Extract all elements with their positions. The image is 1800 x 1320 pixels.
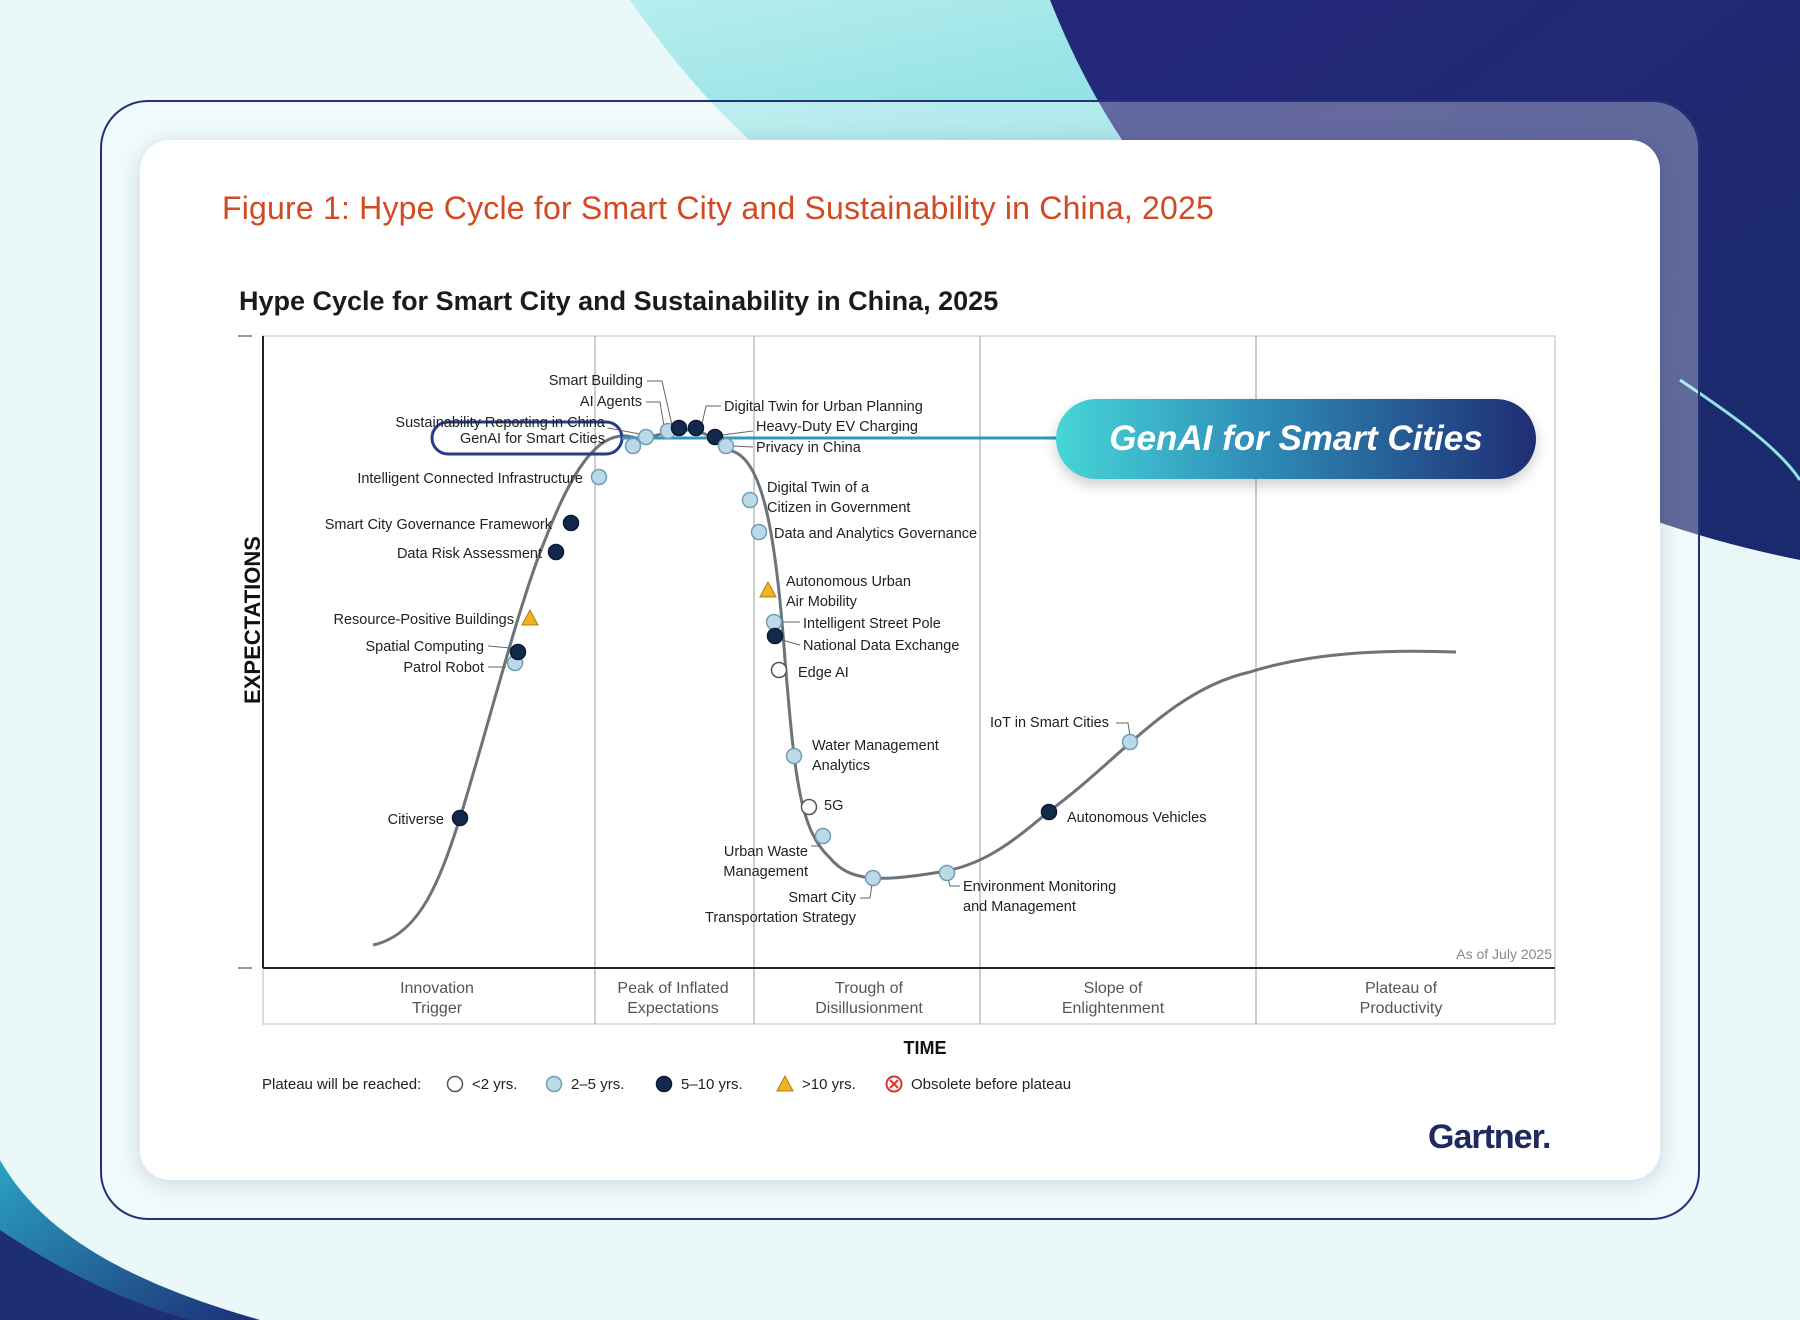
label-citiverse: Citiverse (388, 812, 444, 828)
label-intelligent-connected-infrastructure: Intelligent Connected Infrastructure (357, 471, 583, 487)
leader-smart-city-transportation-strategy (860, 883, 873, 899)
legend-title: Plateau will be reached: (262, 1076, 421, 1093)
legend-marker-2to5 (545, 1075, 563, 1093)
point-sustainability-reporting-in-china (637, 428, 655, 446)
leader-smart-building (647, 380, 673, 426)
leader-sustainability-reporting-in-china (607, 427, 641, 435)
figure-title: Figure 1: Hype Cycle for Smart City and … (222, 190, 1215, 226)
label-data-risk-assessment: Data Risk Assessment (397, 546, 542, 562)
point-digital-twin-for-urban-planning (687, 419, 705, 437)
legend-label-gt10: >10 yrs. (802, 1076, 856, 1093)
leader-digital-twin-for-urban-planning (701, 405, 721, 425)
legend-label-lt2: <2 yrs. (472, 1076, 517, 1093)
point-5g (800, 798, 818, 816)
label-autonomous-vehicles: Autonomous Vehicles (1067, 810, 1206, 826)
point-citiverse (451, 809, 469, 827)
label-ai-agents: AI Agents (580, 394, 642, 410)
phase-label: Peak of Inflated Expectations (617, 980, 728, 1017)
legend-label-2to5: 2–5 yrs. (571, 1076, 624, 1093)
label-intelligent-street-pole: Intelligent Street Pole (803, 616, 941, 632)
label-smart-city-transportation-strategy: Smart City Transportation Strategy (705, 890, 857, 926)
label-data-and-analytics-governance: Data and Analytics Governance (774, 526, 977, 542)
phase-label: Plateau of Productivity (1360, 980, 1443, 1017)
point-water-management-analytics (785, 747, 803, 765)
label-urban-waste-management: Urban Waste Management (723, 844, 808, 880)
x-axis-label: TIME (904, 1038, 947, 1058)
label-iot-in-smart-cities: IoT in Smart Cities (990, 715, 1109, 731)
label-patrol-robot: Patrol Robot (403, 660, 484, 676)
point-smart-city-governance-framework (562, 514, 580, 532)
point-urban-waste-management (814, 827, 832, 845)
leader-environment-monitoring-and-management (947, 878, 960, 887)
leader-privacy-in-china (732, 445, 754, 448)
label-digital-twin-of-a-citizen-in-government: Digital Twin of a Citizen in Government (767, 480, 910, 516)
gartner-logo: Gartner. (1428, 1118, 1551, 1156)
legend-label-5to10: 5–10 yrs. (681, 1076, 743, 1093)
point-autonomous-urban-air-mobility (759, 580, 777, 598)
label-water-management-analytics: Water Management Analytics (812, 738, 939, 774)
phase-label: Innovation Trigger (400, 980, 474, 1017)
leader-iot-in-smart-cities (1116, 722, 1131, 737)
label-national-data-exchange: National Data Exchange (803, 638, 959, 654)
point-environment-monitoring-and-management (938, 864, 956, 882)
leader-national-data-exchange (781, 639, 801, 646)
point-data-risk-assessment (547, 543, 565, 561)
point-national-data-exchange (766, 627, 784, 645)
leader-ai-agents (646, 401, 665, 427)
label-autonomous-urban-air-mobility: Autonomous Urban Air Mobility (786, 574, 911, 610)
legend-marker-obsolete-cross (889, 1079, 899, 1089)
point-smart-building (670, 419, 688, 437)
point-smart-city-transportation-strategy (864, 869, 882, 887)
label-smart-building: Smart Building (549, 373, 643, 389)
label-genai-for-smart-cities: GenAI for Smart Cities (460, 431, 605, 447)
legend-label-obsolete: Obsolete before plateau (911, 1076, 1071, 1093)
legend-marker-gt10 (776, 1074, 794, 1092)
phase-label: Trough of Disillusionment (815, 980, 923, 1017)
genai-callout: GenAI for Smart Cities (1056, 399, 1536, 479)
y-axis-label: EXPECTATIONS (240, 536, 265, 704)
callout-label: GenAI for Smart Cities (1109, 419, 1483, 458)
label-sustainability-reporting-in-china: Sustainability Reporting in China (395, 415, 605, 431)
label-heavy-duty-ev-charging: Heavy-Duty EV Charging (756, 419, 918, 435)
label-5g: 5G (824, 798, 843, 814)
point-heavy-duty-ev-charging (706, 428, 724, 446)
point-edge-ai (770, 661, 788, 679)
point-intelligent-street-pole (765, 613, 783, 631)
label-spatial-computing: Spatial Computing (366, 639, 485, 655)
point-iot-in-smart-cities (1121, 733, 1139, 751)
leader-heavy-duty-ev-charging (721, 430, 754, 436)
point-resource-positive-buildings (521, 608, 539, 626)
label-resource-positive-buildings: Resource-Positive Buildings (333, 612, 514, 628)
leader-spatial-computing (487, 645, 511, 649)
label-digital-twin-for-urban-planning: Digital Twin for Urban Planning (724, 399, 923, 415)
legend-marker-lt2 (446, 1075, 464, 1093)
as-of-note: As of July 2025 (1456, 946, 1552, 962)
hype-curve (372, 428, 1457, 947)
label-smart-city-governance-framework: Smart City Governance Framework (325, 517, 553, 533)
point-intelligent-connected-infrastructure (590, 468, 608, 486)
chart-card (140, 140, 1660, 1180)
label-environment-monitoring-and-management: Environment Monitoring and Management (963, 879, 1116, 915)
point-data-and-analytics-governance (750, 523, 768, 541)
label-privacy-in-china: Privacy in China (756, 440, 862, 456)
point-genai-for-smart-cities (624, 437, 642, 455)
point-spatial-computing (509, 643, 527, 661)
point-digital-twin-of-a-citizen-in-government (741, 491, 759, 509)
chart-title: Hype Cycle for Smart City and Sustainabi… (239, 286, 999, 316)
legend-marker-5to10 (655, 1075, 673, 1093)
phase-label: Slope of Enlightenment (1062, 980, 1165, 1017)
point-privacy-in-china (717, 437, 735, 455)
label-edge-ai: Edge AI (798, 665, 849, 681)
point-autonomous-vehicles (1040, 803, 1058, 821)
